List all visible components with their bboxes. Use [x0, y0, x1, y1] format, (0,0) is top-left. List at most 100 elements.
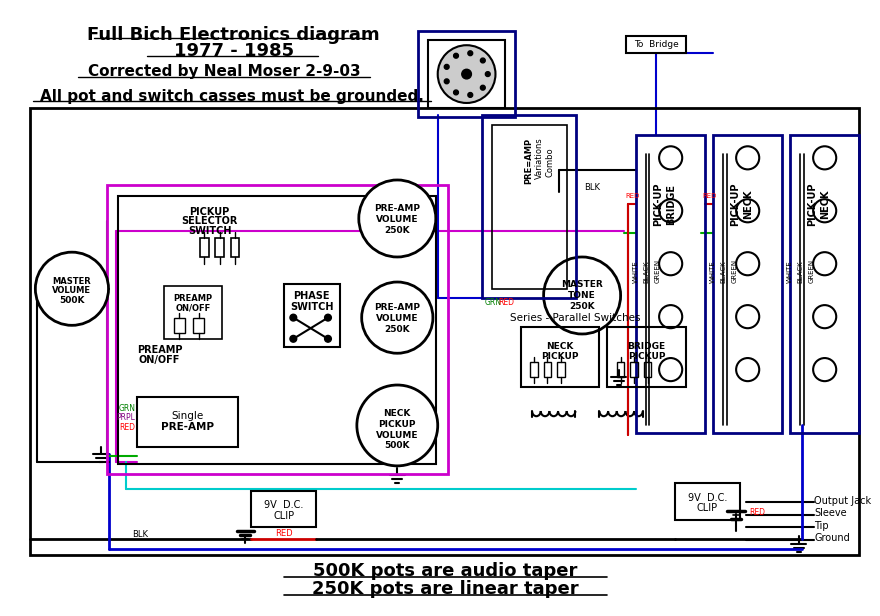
Text: Full Bich Electronics diagram: Full Bich Electronics diagram [87, 26, 380, 44]
Circle shape [362, 282, 433, 353]
Circle shape [659, 199, 682, 222]
Text: BRIDGE: BRIDGE [627, 342, 665, 351]
Bar [713, 135, 782, 433]
Text: NECK: NECK [384, 410, 411, 418]
Bar [174, 318, 185, 333]
Text: SELECTOR: SELECTOR [181, 216, 238, 226]
Text: PRE-AMP: PRE-AMP [374, 304, 421, 312]
Text: Variations: Variations [535, 137, 544, 179]
Text: ON/OFF: ON/OFF [139, 355, 180, 365]
Bar [617, 362, 625, 378]
Bar [636, 135, 706, 433]
Text: PICKUP: PICKUP [541, 352, 579, 360]
Circle shape [444, 79, 449, 84]
Circle shape [813, 146, 836, 169]
Circle shape [453, 54, 458, 58]
Bar [643, 362, 651, 378]
Circle shape [357, 385, 437, 466]
Text: 9V  D.C.: 9V D.C. [264, 500, 304, 510]
Circle shape [359, 180, 436, 257]
Text: To  Bridge: To Bridge [634, 40, 678, 49]
Circle shape [468, 92, 473, 97]
Circle shape [444, 65, 449, 69]
Text: WHITE: WHITE [710, 260, 716, 283]
Bar [557, 362, 565, 378]
Text: VOLUME: VOLUME [376, 215, 419, 224]
Text: RED: RED [702, 193, 716, 200]
Circle shape [813, 305, 836, 328]
Text: RED: RED [625, 193, 640, 200]
Text: WHITE: WHITE [787, 260, 793, 283]
Text: GREEN: GREEN [731, 259, 737, 283]
Text: GREEN: GREEN [654, 259, 660, 283]
Bar [137, 397, 238, 447]
Circle shape [813, 252, 836, 275]
Text: BLACK: BLACK [721, 260, 727, 283]
Text: RED: RED [275, 529, 292, 538]
Text: Corrected by Neal Moser 2-9-03: Corrected by Neal Moser 2-9-03 [88, 65, 360, 79]
Circle shape [35, 252, 108, 325]
Text: 500K pots are audio taper: 500K pots are audio taper [313, 562, 577, 580]
Bar [165, 286, 222, 339]
Circle shape [659, 358, 682, 381]
Bar [428, 41, 505, 108]
Text: RED: RED [750, 508, 766, 517]
Circle shape [737, 358, 759, 381]
Text: PHASE: PHASE [293, 291, 330, 301]
Text: 500K: 500K [385, 441, 410, 450]
Text: PICKUP: PICKUP [189, 207, 230, 217]
Text: CLIP: CLIP [697, 503, 718, 513]
Text: VOLUME: VOLUME [376, 314, 419, 323]
Text: PICK-UP: PICK-UP [730, 182, 740, 226]
Bar [790, 135, 860, 433]
Circle shape [468, 51, 473, 55]
Text: PREAMP: PREAMP [136, 346, 182, 355]
Bar [118, 197, 436, 464]
Bar [106, 185, 448, 474]
Text: 250K: 250K [385, 225, 410, 235]
Text: MASTER: MASTER [53, 277, 92, 286]
Text: BRIDGE: BRIDGE [665, 184, 676, 225]
Text: PRPL: PRPL [116, 413, 136, 422]
Bar [200, 238, 209, 257]
Text: All pot and switch casses must be grounded.: All pot and switch casses must be ground… [40, 89, 423, 103]
Text: RED: RED [498, 298, 514, 307]
Text: RED: RED [120, 423, 136, 432]
Circle shape [325, 336, 332, 342]
Circle shape [486, 71, 490, 76]
Text: Sleeve: Sleeve [814, 508, 847, 518]
Bar [482, 115, 576, 298]
Circle shape [544, 257, 620, 334]
Bar [419, 31, 515, 118]
Circle shape [813, 358, 836, 381]
Circle shape [737, 199, 759, 222]
Bar [530, 362, 538, 378]
Text: PICKUP: PICKUP [627, 352, 665, 360]
Text: BLACK: BLACK [643, 260, 649, 283]
Text: GRN: GRN [485, 298, 502, 307]
Text: NECK: NECK [743, 189, 752, 219]
Bar [544, 362, 551, 378]
Text: 500K: 500K [59, 296, 84, 305]
Bar [30, 108, 860, 556]
Bar [194, 318, 204, 333]
Circle shape [737, 146, 759, 169]
Text: ON/OFF: ON/OFF [176, 304, 211, 312]
Text: VOLUME: VOLUME [376, 431, 419, 440]
Bar [492, 125, 567, 289]
Circle shape [290, 314, 297, 321]
Text: GREEN: GREEN [808, 259, 814, 283]
Bar [674, 483, 740, 520]
Text: 250K: 250K [569, 302, 595, 310]
Text: Tip: Tip [814, 521, 829, 530]
Text: NECK: NECK [546, 342, 574, 351]
Bar [251, 491, 317, 527]
Text: VOLUME: VOLUME [53, 286, 92, 295]
Text: WHITE: WHITE [633, 260, 639, 283]
Text: SWITCH: SWITCH [290, 302, 334, 312]
Circle shape [737, 252, 759, 275]
Circle shape [325, 314, 332, 321]
Circle shape [659, 305, 682, 328]
Text: BLK: BLK [583, 183, 600, 192]
Bar [630, 362, 638, 378]
